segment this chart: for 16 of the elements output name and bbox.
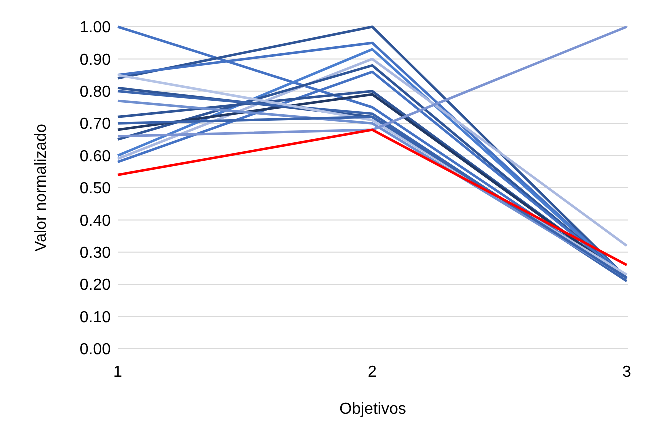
y-tick-label: 0.40	[80, 212, 112, 230]
y-tick-label: 0.10	[80, 309, 112, 326]
y-tick-label: 0.20	[80, 277, 112, 294]
y-tick-label: 0.60	[80, 148, 112, 166]
y-axis-title: Valor normalizado	[33, 124, 50, 252]
y-tick-label: 0.00	[80, 342, 112, 359]
y-tick-label: 0.80	[80, 84, 112, 101]
y-tick-label: 0.90	[80, 52, 112, 69]
y-tick-label: 0.50	[80, 180, 112, 198]
x-tick-label: 2	[368, 364, 378, 381]
y-tick-label: 1.00	[80, 20, 112, 37]
x-tick-label: 3	[622, 364, 632, 381]
x-axis-title: Objetivos	[340, 401, 406, 418]
y-tick-label: 0.70	[80, 116, 112, 134]
x-tick-label: 1	[114, 364, 123, 381]
y-tick-label: 0.30	[80, 245, 112, 262]
